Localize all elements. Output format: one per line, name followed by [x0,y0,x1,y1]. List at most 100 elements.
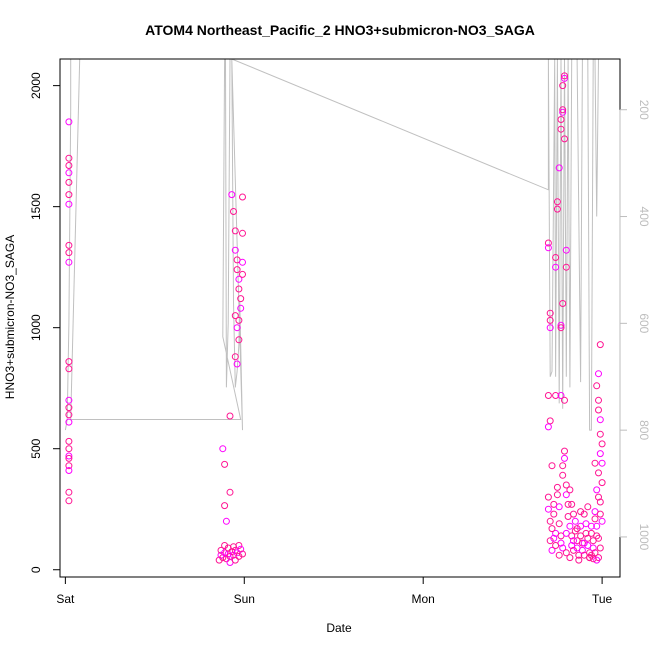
right-y-tick-label: 600 [637,313,650,333]
data-point [559,82,567,90]
right-y-tick-label: 400 [637,207,650,227]
data-point [566,522,574,530]
y-tick-label: 1500 [29,193,43,220]
data-point [595,370,602,378]
data-point [557,392,565,399]
data-point [231,246,239,254]
data-point [546,517,554,525]
data-point [235,542,243,549]
data-point [553,198,561,206]
data-point [561,454,568,462]
data-point [561,135,568,143]
data-point [233,266,241,274]
y-axis-label: HNO3+submicron-NO3_SAGA [3,235,17,399]
data-point [582,529,590,537]
data-point [544,392,552,399]
data-point [596,498,604,506]
data-point [566,486,574,494]
data-point [228,548,236,556]
data-point [65,454,73,462]
data-point [586,554,594,562]
x-tick-label: Sun [234,592,255,606]
data-point [233,360,241,368]
data-point [561,447,568,455]
data-point [559,106,567,114]
right-y-tick-label: 1000 [637,524,650,551]
y-tick-label: 0 [29,566,43,573]
data-point [559,471,567,479]
data-point [65,396,73,404]
data-point [561,74,568,82]
data-point [65,118,73,126]
data-point [580,539,588,547]
data-point [593,382,601,390]
data-point [573,525,581,533]
data-point [237,304,245,312]
data-point [222,555,230,563]
data-point [226,412,234,420]
data-point [65,365,73,373]
data-point [557,125,565,133]
data-point [587,522,595,530]
data-point [237,295,245,303]
data-point [65,178,73,186]
data-point [228,191,236,199]
data-point [559,544,567,552]
y-tick-label: 1000 [29,314,43,341]
data-point [231,312,239,320]
data-point [598,479,606,487]
data-point [65,162,73,169]
data-point [235,336,243,344]
data-point [552,254,560,261]
data-point [544,423,552,431]
x-tick-label: Mon [412,592,435,606]
data-point [230,208,237,215]
data-point [557,324,565,332]
data-point [221,502,229,510]
right-y-tick-label: 200 [637,100,650,120]
series-line-altitude [64,59,603,431]
data-point [235,552,243,560]
data-point [221,460,229,468]
x-tick-label: Sat [56,592,75,606]
axes-layer: Sat Sun Mon Tue 0 500 1000 1500 2000 200 400 600 800… [29,58,650,606]
data-point [546,324,554,332]
data-point [570,537,577,545]
data-point [235,285,243,293]
data-point [593,486,601,494]
data-point [546,537,554,545]
data-point [550,510,558,518]
data-point [578,546,586,554]
data-point [595,493,602,501]
data-point [65,467,73,474]
data-point [591,459,599,467]
data-point [595,469,602,477]
data-point [546,309,554,317]
data-point [595,396,602,404]
data-point [235,275,243,283]
data-point [564,500,572,508]
data-point [235,316,243,324]
data-point [65,445,73,453]
altitude-line-layer [64,59,603,431]
data-point [65,497,73,505]
data-point [596,510,604,518]
data-point [65,358,73,366]
data-point [555,520,563,528]
data-point [596,341,604,349]
data-point [553,205,561,213]
data-point [239,193,246,201]
data-point [233,324,241,332]
data-point [222,517,230,525]
data-point [239,550,246,558]
data-point [562,491,570,499]
y-tick-label: 2000 [29,72,43,99]
data-point [65,249,73,257]
data-point [553,491,561,499]
data-point [570,510,577,518]
data-point [548,525,556,533]
data-point [65,488,73,496]
data-point [217,546,225,554]
